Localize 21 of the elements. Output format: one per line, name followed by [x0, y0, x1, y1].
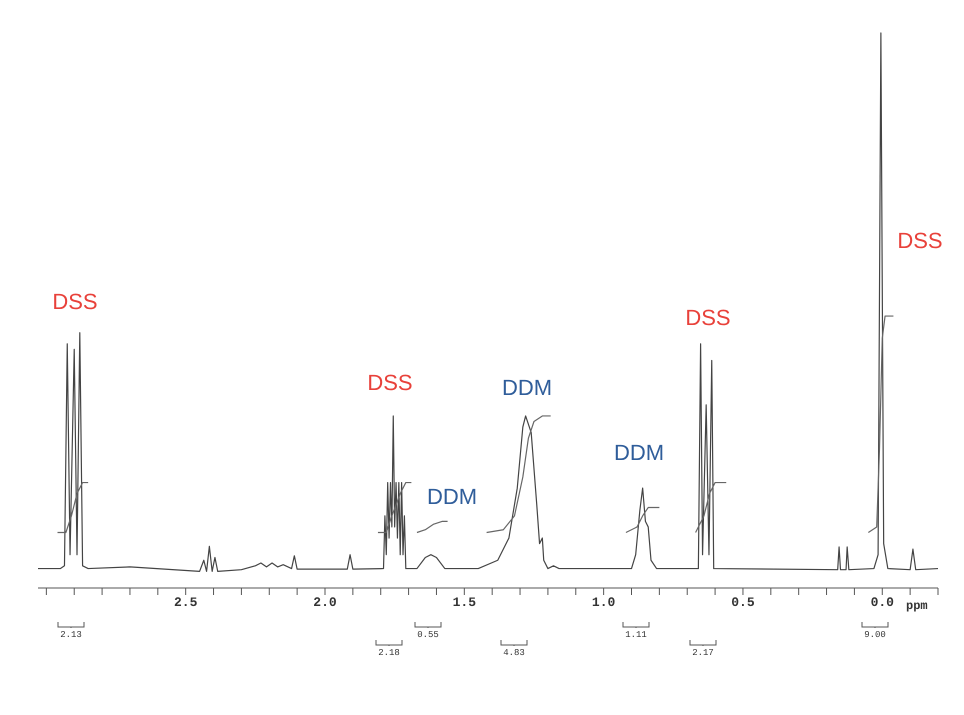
- text: 1.11: [624, 630, 648, 640]
- text: 4.83: [502, 648, 526, 658]
- x-tick-label: 1.0: [592, 595, 616, 610]
- text: 2.17: [691, 648, 715, 658]
- annotation: DSS: [366, 370, 414, 396]
- annotation: DDM: [500, 375, 554, 401]
- text: 9.00: [863, 630, 887, 640]
- text: 0.55: [416, 630, 440, 640]
- annotation: DDM: [612, 440, 666, 466]
- x-tick-label: 0.5: [731, 595, 755, 610]
- x-tick-label: 1.5: [452, 595, 476, 610]
- annotation: DDM: [426, 484, 478, 510]
- text: 2.18: [377, 648, 401, 658]
- x-tick-label: 2.5: [174, 595, 198, 610]
- annotation: DSS: [51, 289, 99, 315]
- x-axis-title: ppm: [906, 599, 928, 613]
- text: 2.13: [59, 630, 83, 640]
- x-tick-label: 0.0: [870, 595, 894, 610]
- annotation: DSS: [896, 228, 944, 254]
- x-tick-label: 2.0: [313, 595, 337, 610]
- annotation: DSS: [684, 305, 732, 331]
